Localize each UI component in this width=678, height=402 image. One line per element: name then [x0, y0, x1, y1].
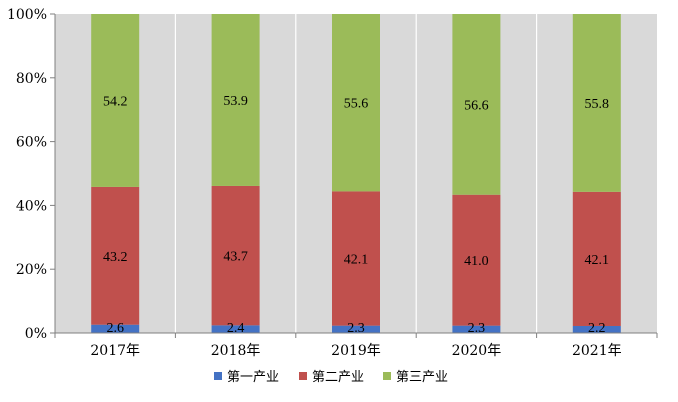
data-label: 54.2: [103, 94, 128, 109]
data-label: 42.1: [344, 253, 369, 268]
x-tick-label: 2019年: [331, 343, 381, 359]
data-label: 2.3: [468, 321, 486, 336]
bars-group: [91, 14, 621, 333]
bar-segment: [91, 14, 140, 187]
bar-segment: [91, 324, 140, 333]
legend-label: 第一产业: [227, 370, 279, 385]
data-label: 2.2: [588, 321, 606, 336]
legend-label: 第二产业: [312, 370, 364, 385]
y-tick-label: 20%: [16, 262, 47, 278]
legend-label: 第三产业: [396, 370, 448, 385]
bar-segment: [452, 325, 501, 333]
x-tick-label: 2020年: [452, 343, 502, 359]
legend-swatch: [299, 372, 307, 380]
legend-swatch: [214, 372, 222, 380]
data-labels-group: 2.6 43.2 54.2 2.4 43.7 53.9 2.3 42.1 55.6 2.3 41.0…: [103, 94, 609, 336]
data-label: 2.3: [347, 321, 365, 336]
bar-segment: [211, 185, 260, 326]
y-tick-label: 80%: [16, 71, 47, 87]
data-label: 56.6: [464, 98, 489, 113]
data-label: 2.6: [106, 321, 124, 336]
x-tick-label: 2018年: [211, 343, 261, 359]
y-tick-label: 0%: [25, 326, 47, 342]
data-label: 43.7: [223, 250, 248, 265]
bar-segment: [332, 191, 380, 326]
bar-segment: [211, 14, 260, 186]
bar-segment: [91, 186, 140, 325]
bar-segment: [452, 14, 501, 195]
data-label: 55.6: [344, 97, 369, 112]
bar-segment: [452, 194, 501, 326]
data-label: 43.2: [103, 250, 128, 265]
x-tick-label: 2017年: [90, 343, 140, 359]
legend-swatch: [383, 372, 391, 380]
legend: 第一产业 第二产业 第三产业: [214, 370, 448, 385]
data-label: 55.8: [585, 97, 610, 112]
axes-group: 0% 20% 40% 60% 80% 100% 2017年 2018年 2019年 2020年 20…: [7, 7, 658, 359]
bar-segment: [332, 14, 380, 192]
data-label: 41.0: [464, 254, 489, 269]
y-tick-label: 100%: [7, 7, 47, 23]
y-tick-label: 60%: [16, 135, 47, 151]
data-label: 2.4: [227, 321, 245, 336]
x-tick-label: 2021年: [572, 343, 622, 359]
y-tick-label: 40%: [16, 198, 47, 214]
bar-segment: [572, 14, 621, 192]
bar-segment: [211, 325, 260, 333]
bar-segment: [332, 325, 380, 333]
data-label: 42.1: [585, 253, 610, 268]
data-label: 53.9: [223, 94, 248, 109]
bar-segment: [572, 191, 621, 326]
bar-segment: [572, 325, 621, 333]
